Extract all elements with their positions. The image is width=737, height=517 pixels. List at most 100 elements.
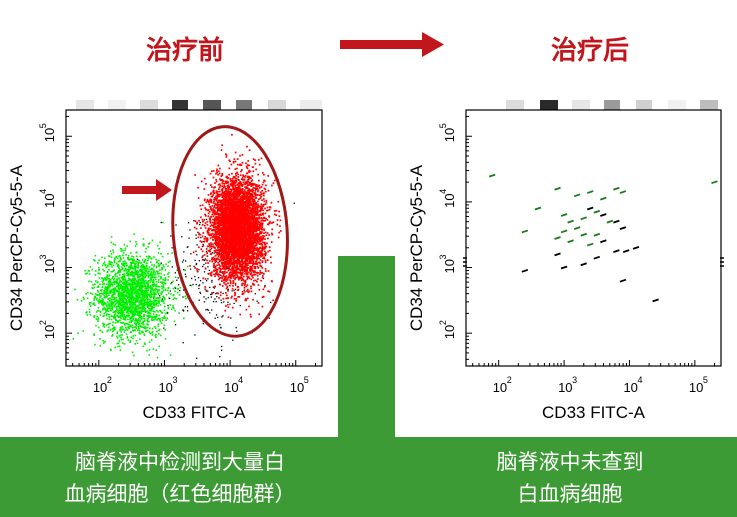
green-cell-dot [156, 356, 159, 359]
green-cell-dot [128, 277, 130, 280]
green-cell-dot [125, 265, 128, 267]
green-cell-dot [127, 301, 130, 304]
red-cell-dot [249, 183, 252, 186]
green-cell-dot [145, 303, 148, 306]
green-cell-dot [120, 250, 123, 252]
green-cell-dot [165, 263, 167, 266]
green-cell-dot [152, 310, 155, 313]
green-cell-dot [154, 325, 156, 328]
red-cell-dot [221, 218, 224, 221]
green-cell-dot [160, 293, 162, 296]
green-cell-dot [116, 331, 119, 333]
green-cell-dot [161, 319, 164, 321]
green-cell-dot [118, 281, 121, 284]
strip-segment [700, 100, 718, 110]
red-cell-dot [219, 210, 222, 213]
green-cell-dot [128, 296, 130, 298]
red-cell-dot [243, 211, 245, 214]
red-cell-dot [216, 216, 218, 218]
green-cell-dot [153, 270, 156, 273]
red-cell-dot [222, 279, 225, 282]
green-cell-dot [155, 299, 158, 302]
green-cell-dot [88, 303, 91, 306]
green-cell-dot [120, 303, 123, 306]
green-cell-dot [175, 297, 178, 300]
red-cell-dot [229, 178, 232, 181]
green-cell-dot [136, 276, 139, 279]
red-cell-dot [222, 186, 225, 189]
green-cell-dot [119, 319, 121, 322]
red-cell-dot [264, 203, 267, 206]
red-cell-dot [275, 214, 278, 216]
green-cell-dot [167, 276, 170, 278]
red-cell-dot [218, 267, 221, 269]
black-event-dot [193, 265, 195, 268]
black-event-dot [174, 324, 177, 326]
green-cell-dot [159, 269, 161, 271]
green-cell-dot [131, 272, 134, 275]
black-event-dot [210, 247, 213, 250]
red-cell-dot [231, 188, 234, 191]
green-cell-dot [147, 301, 150, 303]
green-cell-dot [122, 252, 125, 254]
red-cell-dot [203, 224, 206, 227]
green-cell-dot [104, 288, 107, 291]
green-cell-dot [141, 308, 144, 311]
green-cell-dot [134, 317, 137, 320]
green-cell-dot [117, 263, 119, 266]
green-cell-dot [130, 300, 132, 303]
red-cell-dot [255, 257, 258, 260]
green-cell-dot [155, 258, 157, 261]
green-cell-dot [111, 324, 114, 327]
red-cell-dot [258, 252, 260, 255]
red-cell-dot [240, 164, 243, 167]
green-cell-dot [125, 308, 128, 311]
green-cell-dot [152, 348, 155, 350]
red-cell-dot [218, 238, 220, 241]
green-cell-dot [86, 297, 89, 300]
green-cell-dot [160, 275, 162, 278]
green-cell-dot [184, 295, 187, 298]
green-cell-dot [156, 291, 159, 293]
red-cell-dot [239, 277, 242, 280]
green-cell-dot [131, 274, 134, 277]
green-cell-dot [154, 289, 157, 292]
green-cell-dot [137, 262, 140, 265]
green-cell-dot [128, 289, 131, 292]
green-cell-dot [146, 300, 149, 303]
green-cell-dot [128, 279, 131, 282]
red-cell-dot [241, 292, 244, 295]
black-event-dot [195, 357, 198, 359]
red-cell-dot [266, 242, 268, 245]
green-cell-dot [118, 284, 120, 287]
green-cell-dot [116, 257, 119, 260]
green-cell-dot [163, 297, 166, 299]
black-event-dot [187, 222, 190, 224]
green-cell-dot [127, 307, 129, 310]
green-cell-dot [106, 295, 108, 298]
red-cell-dot [240, 279, 243, 282]
green-cell-dot [121, 325, 124, 328]
red-cell-dot [213, 286, 216, 289]
green-cell-dot [113, 293, 116, 295]
green-cell-dot [140, 284, 142, 287]
black-event-dot [264, 285, 266, 287]
green-cell-dot [185, 297, 187, 300]
green-cell-dot [117, 305, 120, 307]
green-cell-dot [118, 335, 121, 337]
green-cell-dot [117, 269, 120, 272]
green-cell-dot [123, 290, 126, 292]
green-cell-dot [129, 265, 131, 268]
red-cell-dot [203, 238, 206, 240]
red-cell-dot [258, 228, 261, 230]
black-event-dot [258, 258, 260, 260]
green-cell-dot [157, 292, 160, 294]
green-cell-dot [123, 243, 126, 246]
green-cell-dot [118, 315, 120, 318]
red-cell-dot [241, 290, 244, 293]
red-cell-dot [261, 245, 264, 248]
red-cell-dot [260, 235, 262, 238]
green-cell-dot [124, 284, 127, 287]
black-event-dot [206, 308, 208, 311]
red-cell-dot [218, 214, 221, 217]
